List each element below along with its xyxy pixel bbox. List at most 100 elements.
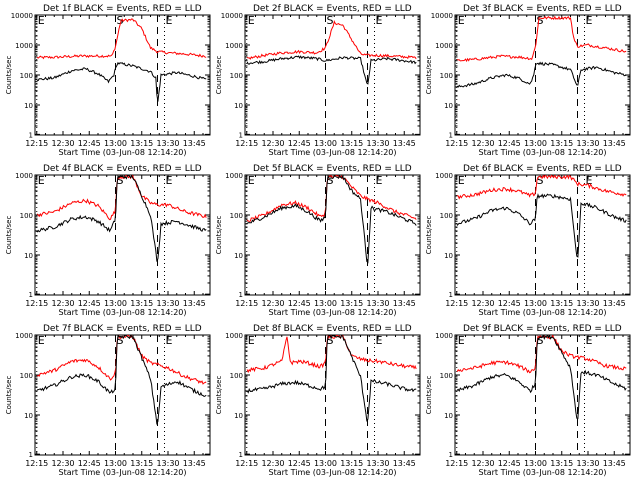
x-tick-label: 12:30 [51,459,74,468]
series-line-events [456,335,627,420]
y-tick-label: 1 [449,291,453,299]
x-tick-label: 13:15 [130,139,153,148]
series-line-events [246,175,417,264]
x-tick-label: 13:45 [183,139,206,148]
x-tick-label: 12:15 [445,139,468,148]
y-tick-label: 10 [24,412,33,420]
marker-label: S [537,334,544,347]
marker-label: E [248,14,255,27]
marker-label: E [458,174,465,187]
x-tick-label: 12:45 [288,459,311,468]
x-tick-label: 13:45 [393,139,416,148]
x-tick-label: 12:15 [445,299,468,308]
x-tick-label: 13:45 [183,459,206,468]
y-tick-label: 100 [20,372,33,380]
marker-label: E [38,174,45,187]
marker-label: E [166,174,173,187]
x-tick-label: 13:45 [603,299,626,308]
x-tick-label: 12:30 [261,299,284,308]
y-axis-label: Counts/sec [425,56,433,95]
x-tick-label: 12:30 [471,139,494,148]
plot-frame [244,174,421,296]
x-axis-label: Start Time (03-Jun-08 12:14:20) [479,148,607,157]
chart-title: Det 2f BLACK = Events, RED = LLD [253,4,412,14]
y-tick-label: 10 [234,252,243,260]
marker-label: E [376,14,383,27]
series-line-lld [36,175,207,221]
y-tick-label: 100 [440,212,453,220]
y-tick-label: 100 [230,72,243,80]
y-tick-label: 1000 [435,172,453,180]
x-tick-label: 12:30 [471,299,494,308]
x-tick-label: 13:15 [340,139,363,148]
x-tick-label: 12:45 [288,299,311,308]
series-line-lld [456,15,627,63]
y-tick-label: 1 [29,291,33,299]
x-tick-label: 13:30 [156,459,179,468]
x-tick-label: 12:15 [25,139,48,148]
plot-frame [244,334,421,456]
y-tick-label: 100 [230,212,243,220]
y-axis-label: Counts/sec [5,376,13,415]
x-tick-label: 12:30 [51,299,74,308]
marker-label: E [166,14,173,27]
y-axis-label: Counts/sec [5,216,13,255]
x-tick-label: 12:45 [498,459,521,468]
x-axis-label: Start Time (03-Jun-08 12:14:20) [269,148,397,157]
chart-panel-2: Det 2f BLACK = Events, RED = LLD 12:15 12:… [215,4,421,157]
chart-title: Det 1f BLACK = Events, RED = LLD [43,4,202,14]
x-tick-label: 12:15 [25,459,48,468]
marker-label: E [38,334,45,347]
series-line-lld [246,175,417,222]
x-tick-label: 13:45 [603,139,626,148]
x-tick-label: 13:45 [183,299,206,308]
x-tick-label: 13:30 [366,299,389,308]
y-tick-label: 10 [234,102,243,110]
y-tick-label: 1 [239,131,243,139]
x-tick-label: 13:15 [130,459,153,468]
x-tick-label: 13:45 [393,459,416,468]
x-tick-label: 12:45 [498,299,521,308]
y-tick-label: 1 [239,291,243,299]
series-line-events [36,175,207,263]
x-tick-label: 13:30 [576,299,599,308]
y-tick-label: 100 [440,372,453,380]
x-tick-label: 12:30 [261,139,284,148]
y-tick-label: 1000 [225,172,243,180]
x-axis-label: Start Time (03-Jun-08 12:14:20) [59,468,187,477]
y-tick-label: 1 [449,131,453,139]
plot-frame [34,174,211,296]
x-tick-label: 13:15 [130,299,153,308]
x-tick-label: 13:30 [366,459,389,468]
x-tick-label: 12:15 [235,139,258,148]
marker-label: S [117,174,124,187]
x-tick-label: 12:15 [25,299,48,308]
marker-label: E [586,334,593,347]
x-axis-label: Start Time (03-Jun-08 12:14:20) [59,148,187,157]
series-line-events [246,335,417,422]
y-tick-label: 100 [20,72,33,80]
x-tick-label: 12:15 [235,459,258,468]
chart-title: Det 6f BLACK = Events, RED = LLD [463,164,622,174]
y-tick-label: 1000 [15,42,33,50]
y-tick-label: 10000 [221,12,243,20]
series-line-events [456,193,627,258]
marker-label: E [38,14,45,27]
chart-title: Det 5f BLACK = Events, RED = LLD [253,164,412,174]
series-line-lld [246,19,417,60]
y-tick-label: 10000 [11,12,33,20]
x-tick-label: 13:15 [340,299,363,308]
chart-panel-7: Det 7f BLACK = Events, RED = LLD 12:15 12:… [5,324,211,477]
x-tick-label: 13:00 [524,459,547,468]
marker-label: S [327,334,334,347]
x-tick-label: 13:00 [524,139,547,148]
chart-title: Det 7f BLACK = Events, RED = LLD [43,324,202,334]
y-tick-label: 100 [230,372,243,380]
y-tick-label: 1 [29,131,33,139]
x-tick-label: 13:00 [104,299,127,308]
